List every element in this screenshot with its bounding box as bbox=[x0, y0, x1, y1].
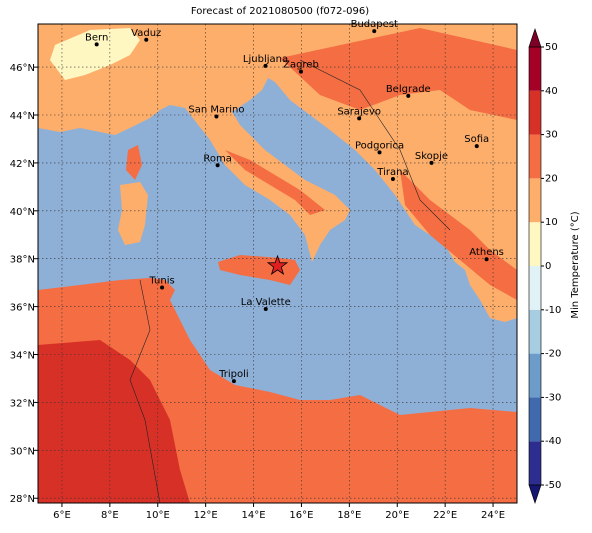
x-tick-label: 6°E bbox=[53, 510, 71, 521]
city-label: San Marino bbox=[188, 104, 244, 115]
colorbar-over bbox=[528, 28, 542, 48]
x-tick-label: 12°E bbox=[194, 510, 218, 521]
city-dot bbox=[215, 163, 220, 168]
x-tick-label: 18°E bbox=[337, 510, 361, 521]
city-dot bbox=[231, 379, 236, 384]
temperature-field bbox=[38, 24, 517, 503]
city-label: Bern bbox=[85, 32, 108, 43]
y-tick-label: 32°N bbox=[10, 398, 35, 409]
city-label: Skopje bbox=[415, 151, 448, 162]
city-label: Podgorica bbox=[355, 140, 404, 151]
city-dot bbox=[484, 257, 489, 262]
city-dot bbox=[474, 144, 479, 149]
colorbar-segment bbox=[529, 90, 541, 135]
city-dot bbox=[144, 37, 149, 42]
x-tick-label: 24°E bbox=[481, 510, 505, 521]
city-label: La Valette bbox=[241, 297, 291, 308]
y-tick-label: 44°N bbox=[10, 111, 35, 122]
city-label: Tirana bbox=[376, 167, 408, 178]
city-dot bbox=[263, 63, 268, 68]
city-dot bbox=[372, 29, 377, 34]
colorbar-tick-label: -40 bbox=[545, 436, 561, 447]
x-tick-label: 10°E bbox=[146, 510, 170, 521]
y-tick-label: 36°N bbox=[10, 303, 35, 314]
city-label: Tripoli bbox=[218, 369, 249, 380]
city-dot bbox=[377, 150, 382, 155]
colorbar-tick-label: -50 bbox=[545, 480, 561, 491]
city-dot bbox=[298, 69, 303, 74]
x-tick-label: 22°E bbox=[433, 510, 457, 521]
city-label: Sofia bbox=[464, 134, 489, 145]
city-dot bbox=[406, 93, 411, 98]
city-dot bbox=[94, 42, 99, 47]
city-label: Budapest bbox=[351, 19, 398, 30]
city-dot bbox=[160, 285, 165, 290]
forecast-point-star bbox=[266, 254, 289, 275]
colorbar-tick-label: 50 bbox=[545, 42, 558, 53]
colorbar-segment bbox=[529, 222, 541, 266]
y-tick-label: 46°N bbox=[10, 63, 35, 74]
city-label: Vaduz bbox=[131, 28, 161, 39]
x-tick-label: 14°E bbox=[242, 510, 266, 521]
city-dot bbox=[429, 160, 434, 165]
colorbar-segment bbox=[529, 266, 541, 310]
city-dot bbox=[214, 114, 219, 119]
colorbar-tick-label: 30 bbox=[545, 130, 558, 141]
colorbar-tick-label: -30 bbox=[545, 392, 561, 403]
colorbar-tick-label: 10 bbox=[545, 217, 558, 228]
title: Forecast of 2021080500 (f072-096) bbox=[191, 6, 369, 17]
y-tick-label: 42°N bbox=[10, 159, 35, 170]
colorbar-segment bbox=[529, 441, 541, 485]
y-tick-label: 38°N bbox=[10, 255, 35, 266]
city-dot bbox=[263, 307, 268, 312]
city-label: Athens bbox=[469, 247, 504, 258]
colorbar-label: Min Temperature (°C) bbox=[570, 211, 581, 318]
city-label: Sarajevo bbox=[337, 106, 381, 117]
y-tick-label: 40°N bbox=[10, 207, 35, 218]
y-tick-label: 30°N bbox=[10, 446, 35, 457]
colorbar-tick-label: 40 bbox=[545, 86, 558, 97]
colorbar-tick-label: 20 bbox=[545, 173, 558, 184]
colorbar-segment bbox=[529, 309, 541, 354]
x-tick-label: 20°E bbox=[385, 510, 409, 521]
city-dot bbox=[390, 176, 395, 181]
colorbar-tick-label: 0 bbox=[545, 261, 551, 272]
x-tick-label: 16°E bbox=[289, 510, 313, 521]
y-tick-label: 34°N bbox=[10, 351, 35, 362]
colorbar-segment bbox=[529, 47, 541, 91]
colorbar-under bbox=[528, 484, 542, 504]
city-label: Tunis bbox=[148, 275, 174, 286]
colorbar-segment bbox=[529, 134, 541, 179]
colorbar-segment bbox=[529, 353, 541, 398]
colorbar-segment bbox=[529, 178, 541, 223]
city-dot bbox=[357, 116, 362, 121]
city-label: Roma bbox=[203, 153, 232, 164]
colorbar-segment bbox=[529, 397, 541, 442]
map-frame bbox=[37, 23, 518, 504]
x-tick-label: 8°E bbox=[101, 510, 119, 521]
colorbar-tick-label: -20 bbox=[545, 349, 561, 360]
city-label: Zagreb bbox=[283, 60, 319, 71]
y-tick-label: 28°N bbox=[10, 494, 35, 505]
colorbar-tick-label: -10 bbox=[545, 305, 561, 316]
city-label: Ljubljana bbox=[243, 54, 288, 65]
city-label: Belgrade bbox=[386, 84, 431, 95]
